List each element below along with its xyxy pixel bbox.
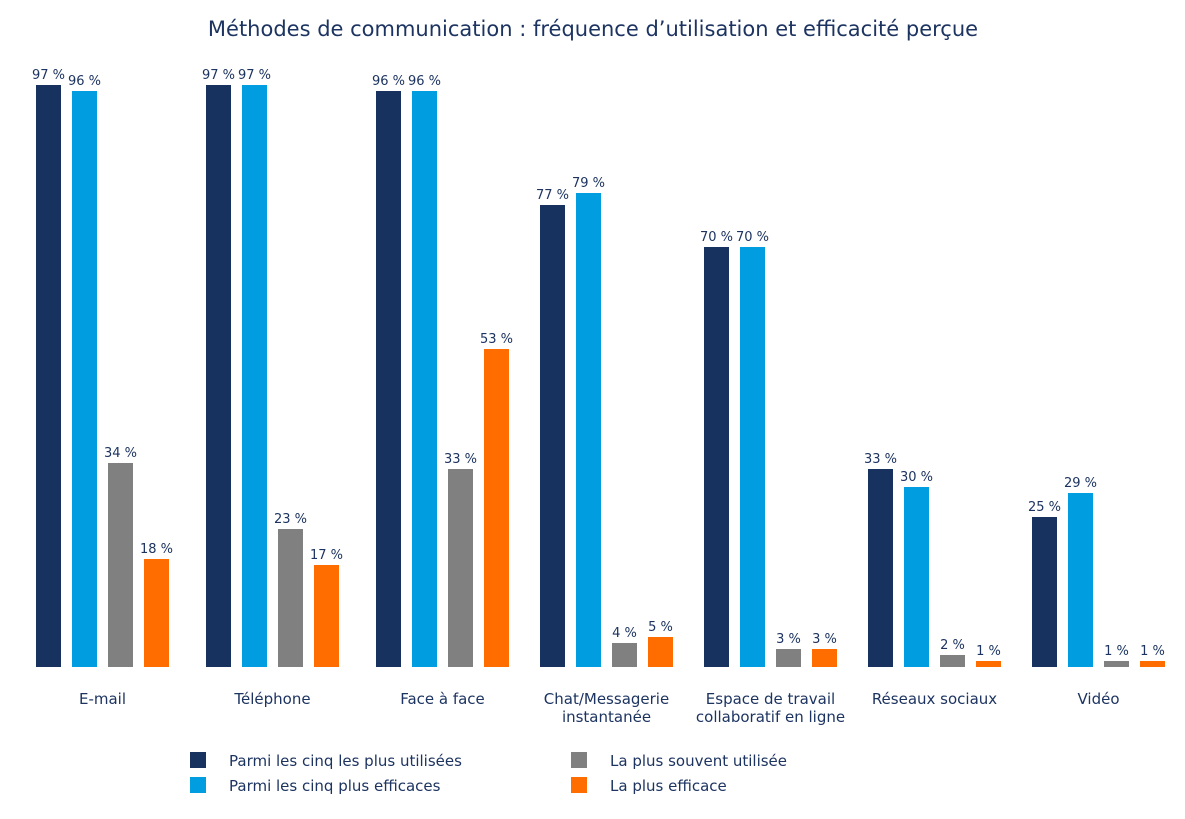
value-label-reseaux-sociaux-s3: 2 % bbox=[940, 638, 965, 653]
legend-label-s3: La plus souvent utilisée bbox=[610, 752, 787, 770]
value-label-chat-messagerie-instantanee-s4: 5 % bbox=[648, 620, 673, 635]
value-label-face-a-face-s3: 33 % bbox=[444, 452, 477, 467]
legend-swatch-s4 bbox=[571, 777, 587, 793]
category-labels-group: E-mail Téléphone Face à face Chat/Messageri… bbox=[79, 690, 1120, 726]
bar-telephone-s4 bbox=[314, 565, 339, 667]
bar-telephone-s3 bbox=[278, 529, 303, 667]
value-label-video-s4: 1 % bbox=[1140, 644, 1165, 659]
bar-face-a-face-s4 bbox=[484, 349, 509, 667]
value-label-face-a-face-s1: 96 % bbox=[372, 74, 405, 89]
bar-espace-de-travail-collaboratif-en-ligne-s1 bbox=[704, 247, 729, 667]
value-label-telephone-s2: 97 % bbox=[238, 68, 271, 83]
value-label-face-a-face-s2: 96 % bbox=[408, 74, 441, 89]
value-label-e-mail-s2: 96 % bbox=[68, 74, 101, 89]
bar-telephone-s1 bbox=[206, 85, 231, 667]
bar-video-s3 bbox=[1104, 661, 1129, 667]
category-label-e-mail: E-mail bbox=[79, 690, 126, 708]
bar-espace-de-travail-collaboratif-en-ligne-s4 bbox=[812, 649, 837, 667]
bar-face-a-face-s2 bbox=[412, 91, 437, 667]
value-label-reseaux-sociaux-s4: 1 % bbox=[976, 644, 1001, 659]
value-label-telephone-s3: 23 % bbox=[274, 512, 307, 527]
bar-e-mail-s3 bbox=[108, 463, 133, 667]
value-labels-group: 97 % 96 %34 %18 %97 % 97 %23 %17 %96 % 96 %… bbox=[32, 68, 1165, 659]
bars-group bbox=[36, 85, 1165, 667]
value-label-video-s1: 25 % bbox=[1028, 500, 1061, 515]
legend-label-s4: La plus efficace bbox=[610, 777, 727, 795]
value-label-reseaux-sociaux-s2: 30 % bbox=[900, 470, 933, 485]
value-label-telephone-s1: 97 % bbox=[202, 68, 235, 83]
legend-swatch-s3 bbox=[571, 752, 587, 768]
legend-label-s2: Parmi les cinq plus efficaces bbox=[229, 777, 441, 795]
value-label-espace-de-travail-collaboratif-en-ligne-s4: 3 % bbox=[812, 632, 837, 647]
bar-video-s4 bbox=[1140, 661, 1165, 667]
legend: Parmi les cinq les plus utilisées Parmi l… bbox=[190, 752, 787, 795]
bar-video-s2 bbox=[1068, 493, 1093, 667]
bar-face-a-face-s3 bbox=[448, 469, 473, 667]
value-label-chat-messagerie-instantanee-s1: 77 % bbox=[536, 188, 569, 203]
bar-reseaux-sociaux-s2 bbox=[904, 487, 929, 667]
bar-espace-de-travail-collaboratif-en-ligne-s2 bbox=[740, 247, 765, 667]
category-label-telephone: Téléphone bbox=[233, 690, 310, 708]
bar-reseaux-sociaux-s3 bbox=[940, 655, 965, 667]
bar-chat-messagerie-instantanee-s4 bbox=[648, 637, 673, 667]
value-label-espace-de-travail-collaboratif-en-ligne-s3: 3 % bbox=[776, 632, 801, 647]
value-label-chat-messagerie-instantanee-s3: 4 % bbox=[612, 626, 637, 641]
legend-swatch-s2 bbox=[190, 777, 206, 793]
category-label-reseaux-sociaux: Réseaux sociaux bbox=[872, 690, 997, 708]
bar-chat-messagerie-instantanee-s1 bbox=[540, 205, 565, 667]
legend-label-s1: Parmi les cinq les plus utilisées bbox=[229, 752, 462, 770]
bar-e-mail-s4 bbox=[144, 559, 169, 667]
legend-swatch-s1 bbox=[190, 752, 206, 768]
value-label-chat-messagerie-instantanee-s2: 79 % bbox=[572, 176, 605, 191]
category-label-video: Vidéo bbox=[1077, 690, 1119, 708]
category-label-espace-de-travail-collaboratif-en-ligne: Espace de travail collaboratif en ligne bbox=[696, 690, 845, 726]
bar-face-a-face-s1 bbox=[376, 91, 401, 667]
bar-chat-messagerie-instantanee-s2 bbox=[576, 193, 601, 667]
chart-title: Méthodes de communication : fréquence d’… bbox=[208, 17, 978, 41]
value-label-e-mail-s4: 18 % bbox=[140, 542, 173, 557]
category-label-chat-messagerie-instantanee: Chat/Messagerie instantanée bbox=[544, 690, 669, 726]
value-label-reseaux-sociaux-s1: 33 % bbox=[864, 452, 897, 467]
value-label-e-mail-s1: 97 % bbox=[32, 68, 65, 83]
value-label-espace-de-travail-collaboratif-en-ligne-s2: 70 % bbox=[736, 230, 769, 245]
value-label-video-s3: 1 % bbox=[1104, 644, 1129, 659]
value-label-e-mail-s3: 34 % bbox=[104, 446, 137, 461]
category-label-face-a-face: Face à face bbox=[400, 690, 485, 708]
value-label-espace-de-travail-collaboratif-en-ligne-s1: 70 % bbox=[700, 230, 733, 245]
bar-telephone-s2 bbox=[242, 85, 267, 667]
value-label-telephone-s4: 17 % bbox=[310, 548, 343, 563]
bar-chat-messagerie-instantanee-s3 bbox=[612, 643, 637, 667]
bar-video-s1 bbox=[1032, 517, 1057, 667]
bar-reseaux-sociaux-s1 bbox=[868, 469, 893, 667]
bar-reseaux-sociaux-s4 bbox=[976, 661, 1001, 667]
value-label-face-a-face-s4: 53 % bbox=[480, 332, 513, 347]
bar-e-mail-s2 bbox=[72, 91, 97, 667]
value-label-video-s2: 29 % bbox=[1064, 476, 1097, 491]
bar-espace-de-travail-collaboratif-en-ligne-s3 bbox=[776, 649, 801, 667]
bar-e-mail-s1 bbox=[36, 85, 61, 667]
